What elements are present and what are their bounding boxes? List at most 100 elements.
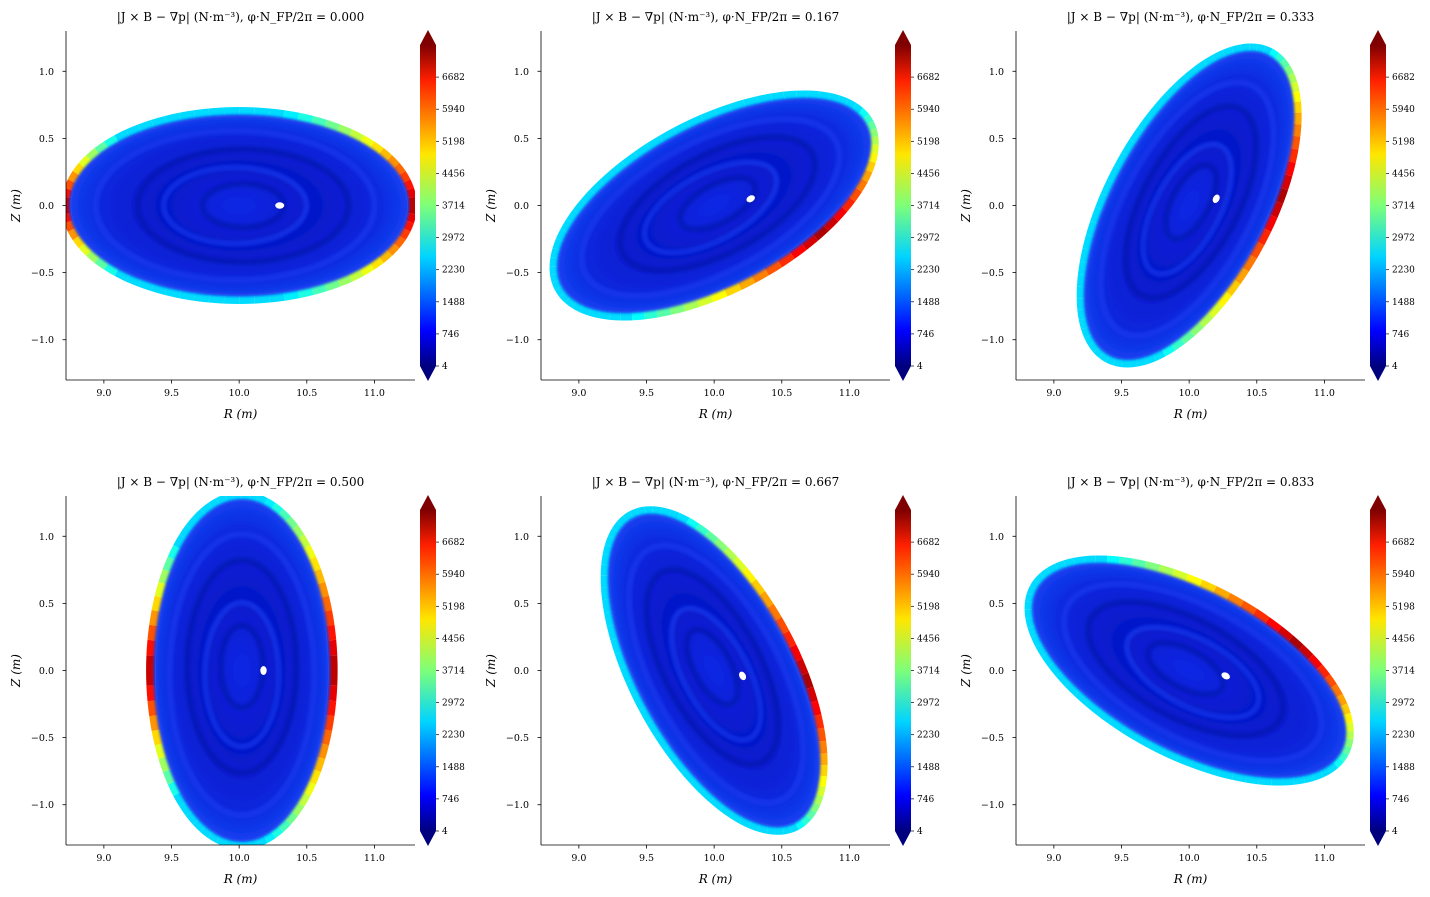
edge-segment xyxy=(1289,135,1301,150)
edge-segment xyxy=(639,706,655,724)
edge-segment xyxy=(185,516,200,531)
plot-area xyxy=(600,506,828,835)
edge-segment xyxy=(748,819,761,832)
plasma-cross-section xyxy=(549,90,879,321)
edge-segment xyxy=(812,224,829,241)
edge-segment xyxy=(1189,758,1207,773)
edge-segment xyxy=(125,273,142,287)
edge-segment xyxy=(612,521,624,533)
edge-segment xyxy=(151,115,168,129)
colorbar-tick-label: 5198 xyxy=(442,137,465,147)
plasma-cross-section xyxy=(600,506,828,835)
edge-segment xyxy=(167,780,182,796)
edge-segment xyxy=(617,515,629,528)
y-tick-label: 0.0 xyxy=(989,666,1004,677)
edge-segment xyxy=(296,791,311,807)
colorbar-tick-label: 2972 xyxy=(442,234,465,244)
edge-segment xyxy=(654,732,671,750)
edge-segment xyxy=(270,502,284,516)
colorbar: 4 746 1488 2230 2972 3714 4456 5198 5940 6682 xyxy=(420,30,465,381)
x-axis-label: R (m) xyxy=(1173,872,1208,886)
edge-segment xyxy=(146,639,157,656)
edge-segment xyxy=(622,511,634,523)
edge-segment xyxy=(78,242,93,256)
colorbar-extend-min xyxy=(420,366,436,381)
plot-area xyxy=(146,496,338,845)
colorbar-tick-label: 6682 xyxy=(1392,73,1415,83)
flux-band xyxy=(1140,141,1235,277)
edge-segment xyxy=(815,727,827,742)
edge-segment xyxy=(1108,716,1127,733)
edge-segment xyxy=(1290,91,1302,103)
chart-title: |J × B − ∇p| (N·m⁻³), φ·N_FP/2π = 0.500 xyxy=(117,475,365,489)
edge-segment xyxy=(1046,563,1059,576)
y-tick-label: −0.5 xyxy=(31,733,54,744)
edge-segment xyxy=(1073,556,1085,567)
colorbar-tick-label: 5198 xyxy=(917,602,940,612)
edge-segment xyxy=(631,310,645,321)
colorbar-tick-label: 1488 xyxy=(917,763,940,773)
y-tick-label: 1.0 xyxy=(989,532,1004,543)
edge-segment xyxy=(560,219,574,234)
colorbar-tick-label: 5940 xyxy=(442,570,465,580)
y-tick-label: 1.0 xyxy=(39,67,54,78)
colorbar-tick-label: 1488 xyxy=(1392,763,1415,773)
edge-segment xyxy=(78,155,93,169)
chart-panel: |J × B − ∇p| (N·m⁻³), φ·N_FP/2π = 0.667 9… xyxy=(484,475,940,886)
edge-segment xyxy=(1344,731,1354,740)
edge-segment xyxy=(1231,44,1243,56)
colorbar-tick-label: 2972 xyxy=(1392,234,1415,244)
edge-segment xyxy=(602,544,614,556)
edge-segment xyxy=(559,291,572,303)
x-axis-label: R (m) xyxy=(223,872,258,886)
plot-area xyxy=(1076,43,1302,368)
edge-segment xyxy=(621,152,639,169)
edge-segment xyxy=(1100,179,1116,197)
edge-segment xyxy=(254,107,270,118)
edge-segment xyxy=(608,310,621,321)
colorbar-tick-label: 5198 xyxy=(1392,137,1415,147)
edge-segment xyxy=(1326,761,1339,774)
edge-segment xyxy=(857,108,869,120)
edge-segment xyxy=(193,291,210,303)
colorbar-tick-label: 2230 xyxy=(442,731,465,741)
edge-segment xyxy=(671,756,689,774)
edge-segment xyxy=(859,168,873,183)
edge-segment xyxy=(316,743,329,760)
edge-segment xyxy=(378,148,393,162)
edge-segment xyxy=(173,534,188,550)
magnetic-axis-hole xyxy=(746,195,755,203)
colorbar-gradient xyxy=(1370,45,1386,366)
edge-segment xyxy=(1226,593,1244,609)
edge-segment xyxy=(402,220,414,232)
edge-segment xyxy=(1024,601,1034,610)
edge-segment xyxy=(94,255,109,270)
magnetic-axis-hole xyxy=(275,202,285,209)
edge-segment xyxy=(1269,200,1284,218)
colorbar-extend-min xyxy=(895,366,911,381)
edge-segment xyxy=(67,227,81,241)
edge-segment xyxy=(1082,234,1095,251)
x-tick-label: 9.0 xyxy=(571,853,586,864)
edge-segment xyxy=(324,278,341,292)
colorbar-gradient xyxy=(1370,510,1386,831)
edge-segment xyxy=(302,545,316,561)
edge-segment xyxy=(1074,689,1092,706)
edge-segment xyxy=(1155,93,1172,110)
colorbar-gradient xyxy=(895,45,911,366)
edge-segment xyxy=(1134,732,1153,748)
colorbar-tick-label: 5198 xyxy=(1392,602,1415,612)
colorbar-tick-label: 1488 xyxy=(1392,298,1415,308)
colorbar: 4 746 1488 2230 2972 3714 4456 5198 5940 6682 xyxy=(420,495,465,846)
edge-segment xyxy=(248,838,260,845)
edge-segment xyxy=(1164,83,1181,100)
edge-segment xyxy=(67,170,81,184)
edge-segment xyxy=(636,506,646,517)
x-tick-label: 9.0 xyxy=(96,388,111,399)
x-tick-label: 9.5 xyxy=(639,853,654,864)
flux-band xyxy=(1144,639,1227,698)
edge-segment xyxy=(1171,568,1189,583)
chart-panel: |J × B − ∇p| (N·m⁻³), φ·N_FP/2π = 0.500 9… xyxy=(9,475,465,886)
edge-segment xyxy=(1239,600,1258,617)
edge-segment xyxy=(158,756,172,773)
